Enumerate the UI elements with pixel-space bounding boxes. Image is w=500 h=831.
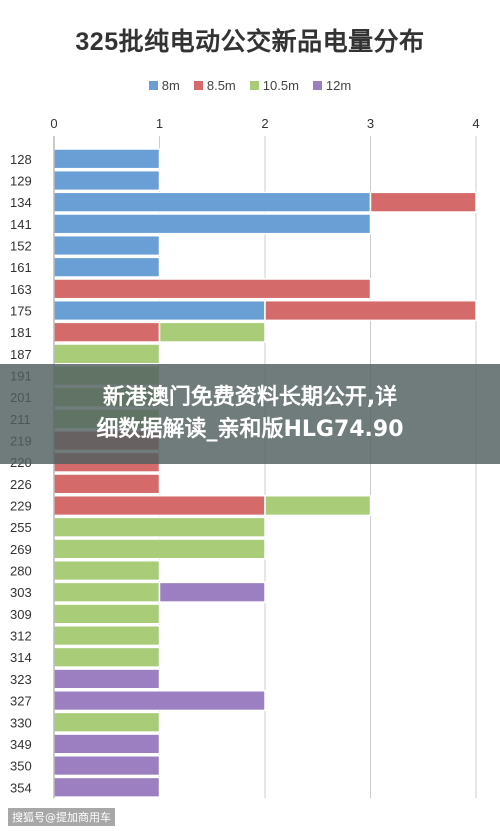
bar-segment (158, 321, 266, 343)
y-tick-label: 152 (10, 239, 32, 254)
legend-swatch (312, 81, 322, 90)
bar-segment (53, 256, 161, 278)
bar-segment (53, 668, 161, 690)
legend-swatch (148, 81, 158, 90)
bar-segment (53, 603, 161, 625)
bar-segment (264, 299, 477, 322)
y-tick-label: 354 (10, 780, 32, 795)
bar-segment (158, 581, 266, 603)
bar-segment (264, 494, 372, 517)
y-tick-label: 181 (10, 325, 32, 340)
bar-segment (53, 711, 161, 733)
legend-label: 12m (325, 78, 352, 93)
overlay-line-2: 细数据解读_亲和版HLG74.90 (96, 417, 404, 442)
y-tick-label: 312 (10, 629, 32, 644)
y-tick-label: 175 (10, 304, 32, 319)
y-tick-label: 161 (10, 260, 32, 275)
y-tick-label: 309 (10, 607, 32, 622)
bar-segment (53, 321, 161, 343)
y-tick-label: 229 (10, 499, 32, 514)
legend-label: 8m (161, 78, 180, 93)
y-tick-label: 323 (10, 672, 32, 687)
y-tick-label: 314 (10, 650, 32, 665)
watermark-overlay-banner: 新港澳门免费资料长期公开,详 细数据解读_亲和版HLG74.90 (0, 364, 500, 464)
y-tick-label: 129 (10, 174, 32, 189)
x-tick-label: 0 (50, 116, 57, 131)
y-tick-label: 141 (10, 217, 32, 232)
y-tick-label: 350 (10, 759, 32, 774)
legend-item: 12m (312, 78, 352, 93)
legend-label: 10.5m (262, 78, 299, 93)
bar-segment (53, 538, 266, 560)
legend-item: 10.5m (249, 78, 299, 93)
y-tick-label: 187 (10, 347, 32, 362)
y-tick-label: 163 (10, 282, 32, 297)
y-tick-label: 269 (10, 542, 32, 557)
source-footer: 搜狐号@提加商用车 (8, 808, 115, 826)
x-tick-label: 4 (472, 116, 479, 131)
bar-segment (53, 169, 161, 192)
y-tick-label: 128 (10, 152, 32, 167)
y-tick-label: 349 (10, 737, 32, 752)
x-tick-label: 1 (156, 116, 163, 131)
bar-segment (369, 191, 477, 213)
bar-segment (53, 191, 372, 213)
bar-segment (53, 213, 372, 235)
bar-segment (53, 690, 266, 712)
bar-segment (53, 581, 161, 603)
bar-segment (53, 148, 161, 170)
bar-segment (53, 624, 161, 647)
y-tick-label: 303 (10, 585, 32, 600)
bar-segment (53, 559, 161, 582)
bar-segment (53, 755, 161, 777)
legend-label: 8.5m (206, 78, 236, 93)
chart-legend: 8m 8.5m 10.5m 12m (0, 78, 500, 93)
legend-swatch (193, 81, 203, 90)
bar-segment (53, 299, 266, 322)
bar-segment (53, 494, 266, 517)
y-tick-label: 280 (10, 564, 32, 579)
y-tick-label: 226 (10, 477, 32, 492)
legend-item: 8.5m (193, 78, 236, 93)
bar-segment (53, 473, 161, 495)
bar-segment (53, 234, 161, 257)
y-tick-label: 330 (10, 715, 32, 730)
legend-item: 8m (148, 78, 180, 93)
x-tick-label: 2 (261, 116, 268, 131)
legend-swatch (249, 81, 259, 90)
x-tick-label: 3 (367, 116, 374, 131)
chart-title: 325批纯电动公交新品电量分布 (75, 28, 425, 56)
bar-segment (53, 516, 266, 538)
y-tick-label: 134 (10, 195, 32, 210)
y-tick-label: 255 (10, 520, 32, 535)
bar-segment (53, 733, 161, 755)
bar-segment (53, 278, 372, 300)
y-tick-label: 327 (10, 694, 32, 709)
overlay-line-1: 新港澳门免费资料长期公开,详 (102, 385, 398, 411)
bar-segment (53, 646, 161, 668)
bar-segment (53, 343, 161, 365)
bar-segment (53, 776, 161, 798)
